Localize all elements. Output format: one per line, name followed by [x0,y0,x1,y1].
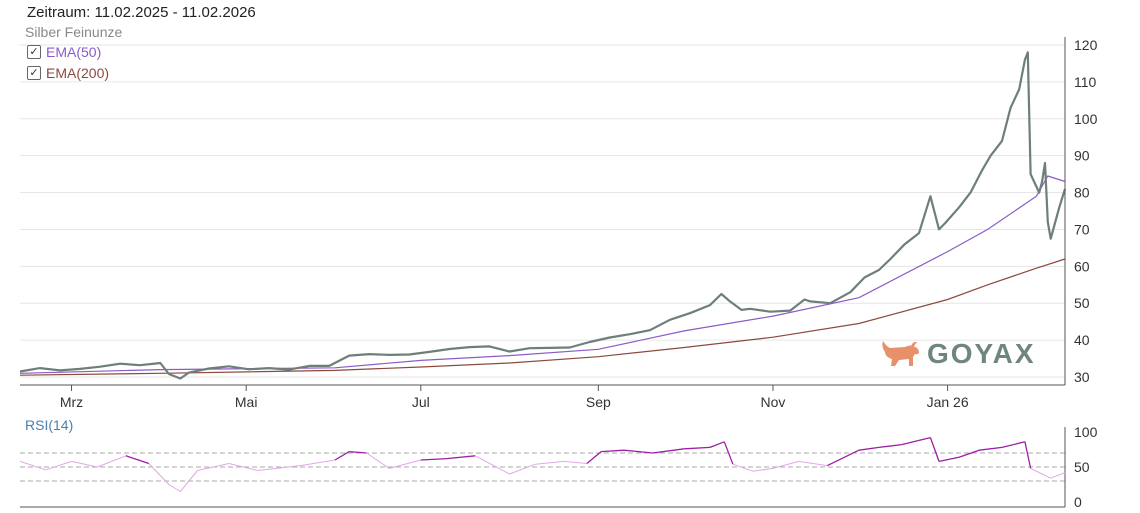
legend-toggle-ema50[interactable]: ✓ EMA(50) [27,44,101,60]
x-tick-label-Sep: Sep [586,394,611,410]
ema200-line [19,258,1066,376]
y-tick-label-40: 40 [1074,332,1090,348]
rsi-segment [349,450,367,454]
rsi-segment [535,460,565,465]
rsi-segment [334,451,350,461]
ema50-checkbox[interactable]: ✓ [27,45,41,59]
rsi-segment [257,465,301,471]
x-tick-label-Jul: Jul [412,394,430,410]
rsi-segment [1001,441,1026,449]
rsi-segment [563,460,587,464]
rsi-segment [148,463,170,485]
rsi-segment [389,459,421,469]
x-tick-label-Mrz: Mrz [60,394,83,410]
rsi-segment [300,459,336,467]
rsi-segment [958,449,980,458]
rsi-segment [798,460,828,467]
rsi-segment [509,463,536,475]
bull-icon [882,341,919,366]
rsi-segment [1030,467,1043,475]
rsi-segment [858,446,879,451]
ema50-line [19,175,1066,374]
rsi-segment [827,449,860,467]
rsi-segment [752,467,774,472]
rsi-segment [938,456,960,463]
price-y-axis: 30 40 50 60 70 80 90 100 110 120 [1064,37,1098,385]
rsi-segment [601,449,625,453]
rsi-segment [19,460,46,471]
rsi-segment [45,460,72,471]
rsi-segment [446,455,476,460]
rsi-segment [420,457,447,461]
rsi-segment [652,448,685,454]
ema200-series [19,258,1066,376]
legend-main-series: Silber Feinunze [25,24,123,40]
rsi-segment [474,455,510,475]
rsi-segment [709,441,725,449]
rsi-grid [20,427,1066,508]
rsi-segment [168,484,181,492]
logo-text: GOYAX [927,338,1036,369]
goyax-logo: GOYAX [879,338,1036,370]
rsi-segment [366,452,390,469]
legend-toggle-ema200[interactable]: ✓ EMA(200) [27,65,109,81]
rsi-segment [97,455,127,468]
rsi-segment [901,439,920,446]
ema50-series [19,175,1066,374]
y-tick-label-30: 30 [1074,369,1090,385]
rsi-segment [71,460,98,468]
rsi-segment [228,463,258,471]
rsi-tick-label-50: 50 [1074,459,1090,475]
rsi-segment [929,437,940,462]
rsi-segment [772,460,799,469]
rsi-segment [197,463,230,471]
price-x-axis: Mrz Mai Jul Sep Nov Jan 26 [60,385,969,410]
y-tick-label-70: 70 [1074,221,1090,237]
ema200-checkbox[interactable]: ✓ [27,66,41,80]
price-grid [20,44,1065,386]
y-tick-label-90: 90 [1074,148,1090,164]
y-tick-label-60: 60 [1074,258,1090,274]
price-series [19,51,1067,380]
rsi-segment [723,441,734,465]
rsi-segment [684,446,711,450]
x-tick-label-Nov: Nov [761,394,786,410]
rsi-segment [125,455,150,465]
y-tick-label-50: 50 [1074,295,1090,311]
rsi-segment [1050,472,1066,479]
ema200-label: EMA(200) [46,65,110,81]
rsi-segment [732,463,754,472]
y-tick-label-120: 120 [1074,37,1098,53]
rsi-y-axis: 0 50 100 [1074,424,1098,510]
rsi-segment [586,451,602,464]
y-tick-label-110: 110 [1074,74,1097,90]
x-tick-label-Jan 26: Jan 26 [927,394,969,410]
period-label: Zeitraum: 11.02.2025 - 11.02.2026 [27,4,256,21]
x-tick-label-Mai: Mai [235,394,258,410]
rsi-segment [1041,473,1051,479]
rsi-tick-label-100: 100 [1074,424,1098,440]
rsi-series [19,436,1066,492]
rsi-tick-label-0: 0 [1074,494,1082,510]
ema50-label: EMA(50) [46,44,102,60]
price-line [19,51,1067,380]
rsi-segment [624,449,653,454]
rsi-segment [918,436,931,442]
y-tick-label-100: 100 [1074,111,1098,127]
rsi-segment [1024,441,1032,469]
y-tick-label-80: 80 [1074,185,1090,201]
rsi-segment [179,470,198,492]
rsi-title: RSI(14) [25,417,74,433]
rsi-segment [979,446,1003,451]
rsi-segment [878,443,902,449]
